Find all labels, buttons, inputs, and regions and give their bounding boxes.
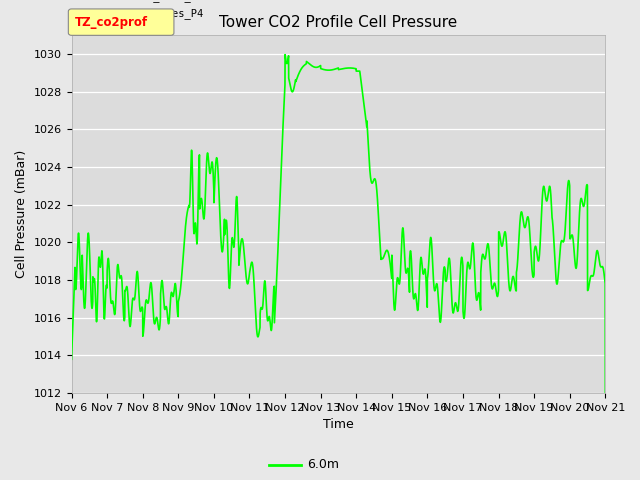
Text: 6.0m: 6.0m xyxy=(307,458,339,471)
Text: No data for f_Pres_P2: No data for f_Pres_P2 xyxy=(72,0,203,2)
Y-axis label: Cell Pressure (mBar): Cell Pressure (mBar) xyxy=(15,150,28,278)
X-axis label: Time: Time xyxy=(323,419,354,432)
Text: TZ_co2prof: TZ_co2prof xyxy=(75,16,148,29)
Title: Tower CO2 Profile Cell Pressure: Tower CO2 Profile Cell Pressure xyxy=(220,15,458,30)
Text: No data for f_Pres_P4: No data for f_Pres_P4 xyxy=(72,8,203,19)
